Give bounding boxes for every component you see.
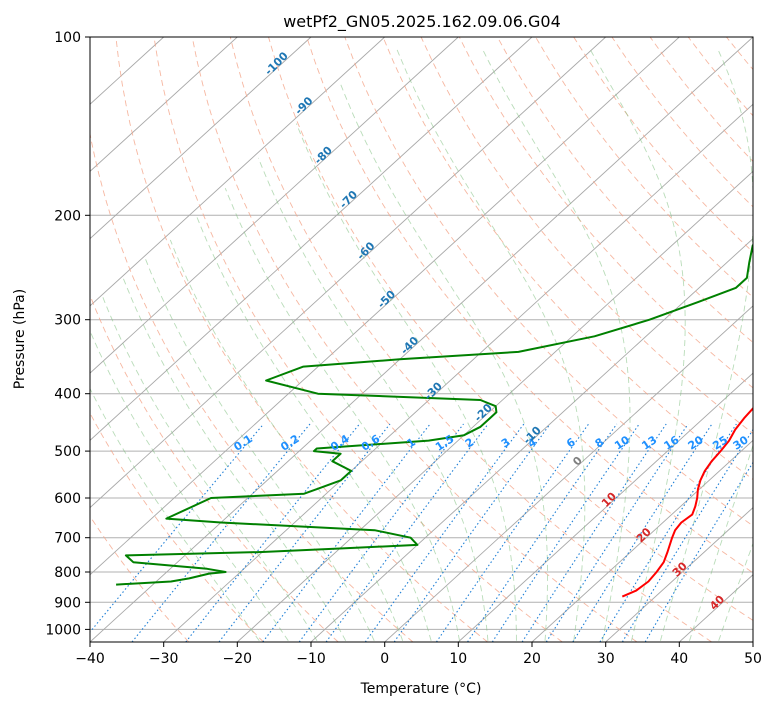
moist-adiabat (482, 49, 631, 641)
mixing-ratio-line (298, 423, 464, 642)
isotherm-line (90, 37, 238, 173)
y-axis-label: Pressure (hPa) (12, 289, 28, 389)
temperature-profile-line (621, 406, 753, 598)
x-tick-label: 50 (744, 651, 762, 667)
x-tick-label: 10 (449, 651, 467, 667)
y-axis: 100 200 300 400 500 600 700 800 900 1000 (45, 30, 90, 638)
mixing-ratio-line (364, 423, 525, 642)
mixing-ratio-line (644, 461, 753, 642)
mixing-ratio-line (393, 423, 551, 642)
background-lines (90, 37, 753, 642)
moist-adiabat (660, 49, 753, 641)
x-tick-label: 30 (597, 651, 615, 667)
x-tick-label: −40 (75, 651, 105, 667)
isotherm-line (90, 37, 386, 307)
x-tick-label: −20 (223, 651, 253, 667)
y-tick-label: 100 (54, 30, 81, 46)
x-axis-label: Temperature (°C) (360, 681, 482, 697)
x-tick-label: −10 (296, 651, 326, 667)
isotherm-line (531, 439, 753, 642)
dry-adiabat (535, 37, 753, 298)
x-tick-label: 0 (380, 651, 389, 667)
dry-adiabat (382, 37, 753, 481)
isotherm-line (90, 37, 459, 374)
profile-series (116, 243, 753, 598)
moist-adiabat (689, 443, 753, 641)
moist-adiabat (589, 49, 686, 641)
x-tick-label: −30 (149, 651, 179, 667)
isotherm-line (90, 37, 312, 240)
mixing-ratio-line (185, 423, 360, 642)
chart-title: wetPf2_GN05.2025.162.09.06.G04 (283, 12, 561, 32)
y-tick-label: 600 (54, 491, 81, 507)
mixing-ratio-line (218, 423, 391, 642)
mixing-ratio-line (435, 423, 590, 642)
moist-adiabat (224, 188, 460, 641)
dry-adiabat (268, 37, 753, 621)
y-tick-label: 400 (54, 387, 81, 403)
isotherm-line (236, 170, 753, 642)
moist-adiabat (90, 329, 289, 642)
isotherm-line (310, 238, 753, 642)
x-tick-label: 20 (523, 651, 541, 667)
dry-adiabat (115, 37, 488, 642)
dry-adiabat (344, 37, 753, 527)
moist-adiabat (195, 215, 432, 641)
y-tick-label: 700 (54, 531, 81, 547)
mixing-ratio-line (491, 423, 640, 642)
moist-adiabat (169, 239, 404, 641)
mixing-ratio-line (262, 423, 431, 642)
y-tick-label: 500 (54, 444, 81, 460)
isotherm-line (90, 37, 680, 576)
x-axis: −40 −30 −20 −10 0 10 20 30 40 50 (75, 642, 762, 667)
moist-adiabat (718, 542, 753, 641)
y-tick-label: 1000 (45, 622, 81, 638)
dry-adiabat (191, 37, 638, 642)
dewpoint-profile-line (116, 243, 753, 586)
dry-adiabat (153, 37, 563, 642)
isotherm-line (90, 37, 533, 441)
isotherm-line (384, 305, 753, 642)
moist-adiabat (396, 49, 586, 641)
y-tick-label: 800 (54, 565, 81, 581)
isotherm-line (90, 37, 607, 509)
y-tick-label: 300 (54, 313, 81, 329)
isotherm-line (163, 103, 753, 642)
isotherm-line (90, 37, 753, 642)
mixing-ratio-line (599, 423, 737, 642)
moist-adiabat (90, 387, 260, 642)
mixing-ratio-line (467, 423, 618, 642)
plot-frame (89, 36, 754, 643)
dry-adiabat (497, 37, 753, 344)
y-tick-label: 200 (54, 208, 81, 224)
mixing-ratio-line (621, 428, 753, 642)
dry-adiabat (306, 37, 753, 574)
y-tick-label: 900 (54, 595, 81, 611)
isotherm-line (457, 372, 753, 642)
mixing-ratio-line (572, 423, 713, 642)
isotherm-line (605, 506, 753, 642)
dry-adiabat (90, 515, 190, 642)
mixing-ratio-line (131, 423, 311, 642)
x-tick-label: 40 (670, 651, 688, 667)
dry-adiabat (229, 37, 712, 642)
dry-adiabat (90, 412, 264, 642)
moist-adiabat (295, 123, 517, 641)
dry-adiabat (90, 131, 414, 642)
